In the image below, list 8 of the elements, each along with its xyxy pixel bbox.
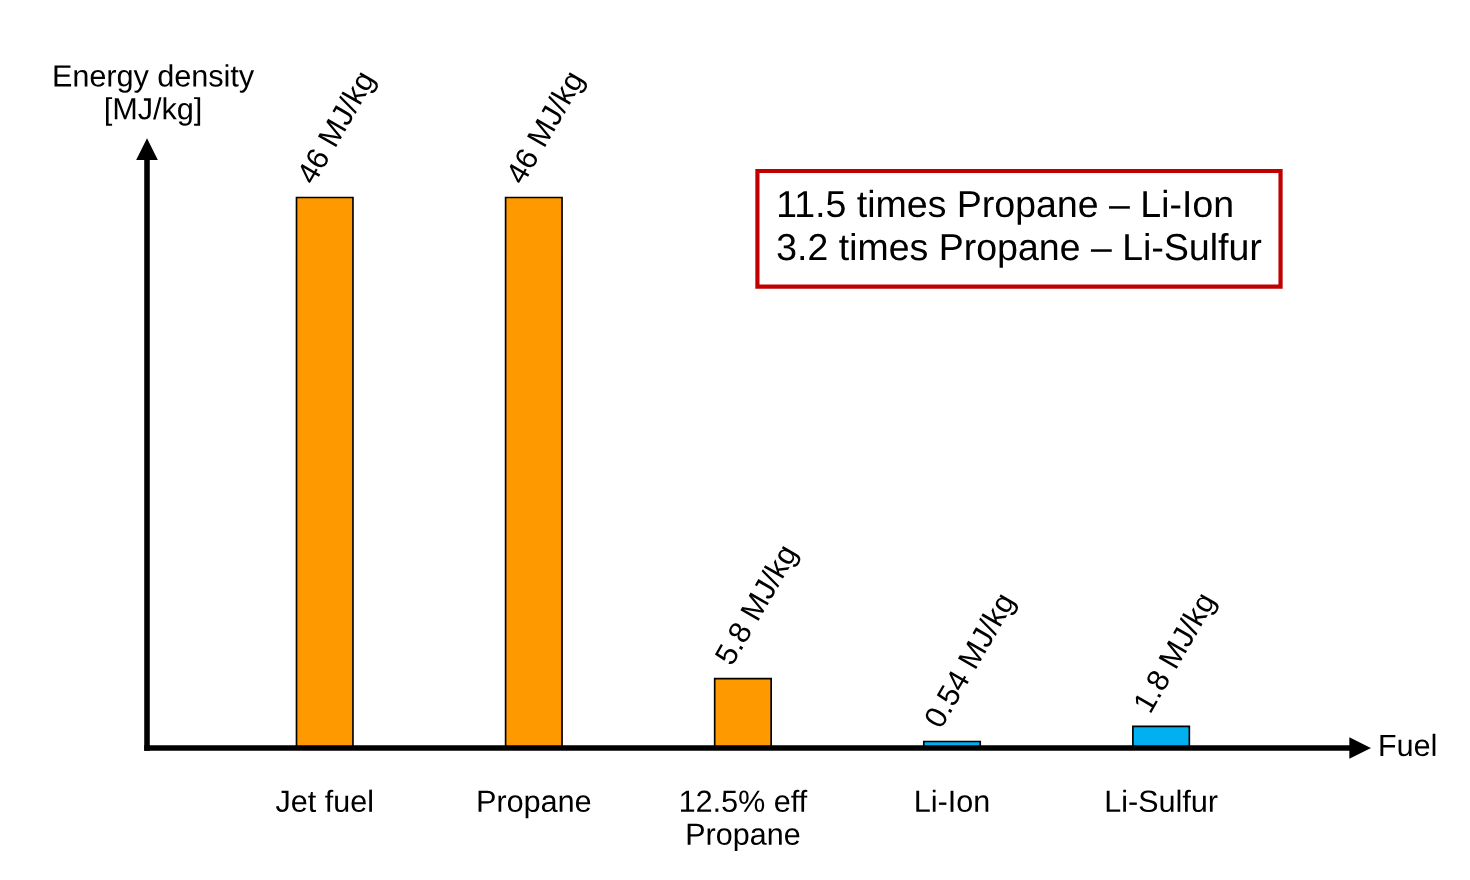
x-tick-label: Jet fuel	[275, 789, 372, 813]
x-tick-label: Li-Ion	[916, 789, 989, 813]
x-axis-title: Fuel	[1380, 733, 1436, 757]
x-tick-label: Li-Sulfur	[1106, 789, 1218, 813]
y-axis-title: Energy density [MJ/kg]	[54, 64, 255, 126]
annotation: 11.5 times Propane – Li-Ion 3.2 times Propane – Li-Sulfur	[777, 189, 1262, 268]
x-tick-label: Propane	[478, 790, 591, 819]
x-tick-label: 12.5% eff Propane	[680, 789, 808, 852]
